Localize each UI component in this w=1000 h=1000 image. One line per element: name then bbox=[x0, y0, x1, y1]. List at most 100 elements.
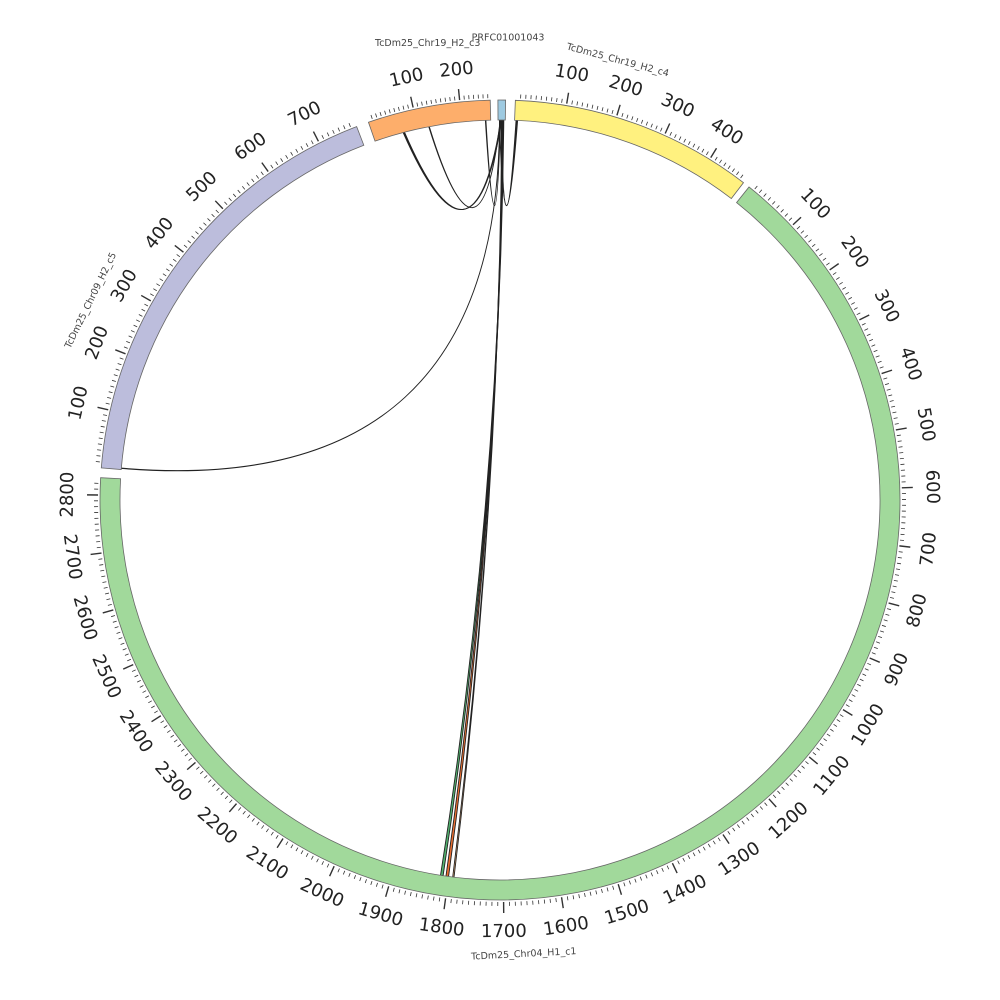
tick-label-c1: 900 bbox=[880, 650, 913, 690]
minor-tick bbox=[645, 874, 648, 879]
minor-tick bbox=[195, 231, 199, 235]
minor-tick bbox=[156, 283, 161, 287]
minor-tick bbox=[280, 158, 284, 162]
major-tick bbox=[140, 294, 152, 302]
minor-tick bbox=[246, 182, 250, 186]
minor-tick bbox=[116, 631, 121, 634]
minor-tick bbox=[348, 872, 351, 877]
minor-tick bbox=[804, 234, 808, 239]
minor-tick bbox=[404, 890, 406, 895]
minor-tick bbox=[595, 890, 598, 895]
major-tick bbox=[97, 406, 109, 411]
tick-label-c1: 2300 bbox=[150, 757, 196, 805]
minor-tick bbox=[655, 125, 658, 130]
minor-tick bbox=[736, 824, 740, 828]
minor-tick bbox=[732, 827, 736, 832]
minor-tick bbox=[875, 355, 880, 358]
minor-tick bbox=[375, 882, 378, 887]
minor-tick bbox=[285, 841, 289, 846]
minor-tick bbox=[251, 818, 255, 822]
minor-tick bbox=[888, 394, 893, 397]
minor-tick bbox=[110, 385, 115, 388]
minor-tick bbox=[111, 615, 116, 618]
major-tick bbox=[384, 886, 390, 898]
minor-tick bbox=[126, 340, 131, 344]
minor-tick bbox=[98, 437, 103, 440]
minor-tick bbox=[780, 209, 784, 213]
minor-tick bbox=[238, 807, 242, 811]
minor-tick bbox=[430, 99, 432, 104]
minor-tick bbox=[683, 138, 686, 143]
minor-tick bbox=[188, 757, 192, 761]
minor-tick bbox=[741, 820, 745, 825]
minor-tick bbox=[823, 738, 827, 742]
minor-tick bbox=[215, 209, 219, 214]
tick-label-c1: 400 bbox=[895, 344, 926, 383]
minor-tick bbox=[842, 286, 847, 290]
minor-tick bbox=[407, 104, 409, 109]
minor-tick bbox=[891, 591, 896, 594]
minor-tick bbox=[421, 894, 424, 899]
minor-tick bbox=[692, 852, 696, 857]
minor-tick bbox=[572, 895, 575, 900]
minor-tick bbox=[811, 243, 816, 247]
tick-label-c1: 1500 bbox=[602, 896, 652, 930]
minor-tick bbox=[162, 273, 167, 277]
minor-tick bbox=[433, 896, 435, 901]
tick-label-c3: 200 bbox=[438, 58, 474, 82]
minor-tick bbox=[332, 129, 335, 134]
minor-tick bbox=[241, 186, 246, 190]
minor-tick bbox=[650, 872, 653, 877]
minor-tick bbox=[176, 254, 181, 258]
major-tick bbox=[768, 798, 777, 808]
major-tick bbox=[829, 263, 840, 271]
minor-tick bbox=[122, 648, 127, 651]
tick-label-c4: 200 bbox=[606, 71, 645, 101]
minor-tick bbox=[623, 882, 626, 887]
minor-tick bbox=[256, 821, 260, 826]
segment-label-c1: TcDm25_Chr04_H1_c1 bbox=[470, 946, 577, 963]
minor-tick bbox=[265, 828, 269, 833]
minor-tick bbox=[134, 674, 139, 678]
minor-tick bbox=[343, 125, 346, 130]
minor-tick bbox=[123, 346, 128, 349]
minor-tick bbox=[571, 100, 573, 105]
minor-tick bbox=[800, 230, 805, 234]
minor-tick bbox=[763, 193, 767, 197]
minor-tick bbox=[835, 277, 840, 280]
minor-tick bbox=[229, 799, 233, 804]
minor-tick bbox=[127, 658, 132, 662]
minor-tick bbox=[166, 268, 170, 272]
minor-tick bbox=[212, 783, 216, 787]
major-tick bbox=[214, 200, 224, 210]
minor-tick bbox=[727, 831, 731, 835]
minor-tick bbox=[740, 174, 744, 179]
minor-tick bbox=[402, 105, 405, 110]
minor-tick bbox=[764, 802, 768, 806]
minor-tick bbox=[144, 303, 149, 307]
minor-tick bbox=[832, 272, 837, 276]
minor-tick bbox=[589, 891, 592, 896]
major-tick bbox=[186, 761, 196, 771]
minor-tick bbox=[677, 860, 680, 865]
minor-tick bbox=[596, 105, 599, 110]
minor-tick bbox=[247, 814, 251, 819]
minor-tick bbox=[796, 226, 801, 230]
minor-tick bbox=[830, 728, 834, 732]
major-tick bbox=[115, 349, 126, 355]
minor-tick bbox=[576, 101, 579, 106]
tick-label-c1: 2100 bbox=[242, 842, 292, 884]
tick-label-c1: 1300 bbox=[714, 838, 764, 881]
minor-tick bbox=[438, 897, 441, 902]
segment-c1 bbox=[99, 186, 901, 901]
major-tick bbox=[888, 602, 900, 607]
minor-tick bbox=[867, 662, 872, 666]
minor-tick bbox=[108, 391, 113, 394]
minor-tick bbox=[859, 678, 864, 682]
minor-tick bbox=[551, 97, 553, 102]
major-tick bbox=[808, 756, 819, 765]
ticks-layer bbox=[87, 89, 913, 913]
minor-tick bbox=[584, 892, 586, 898]
minor-tick bbox=[697, 146, 700, 151]
minor-tick bbox=[139, 685, 144, 688]
